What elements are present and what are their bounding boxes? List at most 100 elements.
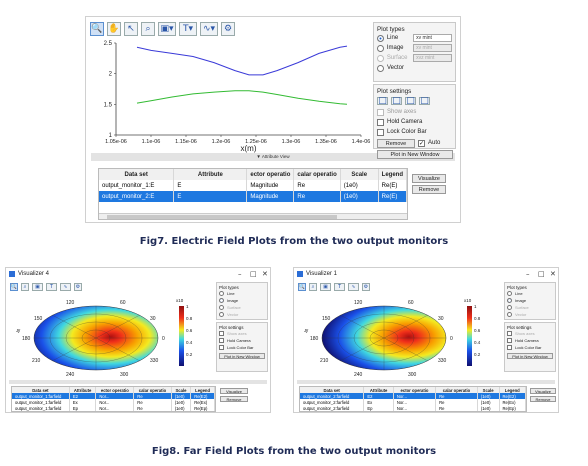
line-dropdown[interactable]: xv mint xyxy=(413,34,452,42)
view-yz-icon[interactable]: □ xyxy=(405,96,416,106)
image-dropdown[interactable]: xv mint xyxy=(413,44,452,52)
line-style-icon[interactable]: ∿▾ xyxy=(200,22,218,36)
col-attribute[interactable]: Attribute xyxy=(173,169,248,180)
settings-icon[interactable]: ⚙ xyxy=(74,283,82,291)
pointer-icon[interactable]: ↖ xyxy=(124,22,138,36)
show-axes-toggle[interactable]: Show axes xyxy=(377,107,452,117)
zoom-icon[interactable]: 🔍 xyxy=(10,283,18,291)
zoom-region-icon[interactable]: ⌕ xyxy=(21,283,29,291)
pan-hand-icon[interactable]: ✋ xyxy=(107,22,121,36)
table-row[interactable]: output_monitor_1:E E Magnitude Re (1e0) … xyxy=(99,180,407,191)
col-legend[interactable]: Legend xyxy=(378,169,407,180)
col-vector-op[interactable]: ector operatio xyxy=(95,387,135,393)
hold-camera-toggle[interactable]: Hold Camera xyxy=(219,337,265,344)
col-attribute[interactable]: Attribute xyxy=(69,387,97,393)
visualize-button[interactable]: Visualize xyxy=(530,388,556,394)
maximize-icon[interactable]: □ xyxy=(538,270,545,278)
view-3d-icon[interactable]: □ xyxy=(419,96,430,106)
settings-icon[interactable]: ⚙ xyxy=(362,283,370,291)
col-attribute[interactable]: Attribute xyxy=(363,387,394,393)
table-row[interactable]: output_monitor_2:farfield E2 Nor... Re (1e0)… xyxy=(300,393,526,399)
camera-icon[interactable]: ▣ xyxy=(320,283,331,291)
close-icon[interactable]: ✕ xyxy=(262,270,268,278)
hold-camera-toggle[interactable]: Hold Camera xyxy=(377,117,452,127)
series-line-1 xyxy=(136,45,348,76)
attribute-view-bar[interactable]: ▼ Attribute View xyxy=(91,153,455,161)
col-scalar-op[interactable]: calar operatio xyxy=(293,169,341,180)
plot-type-surface[interactable]: Surface xyxy=(507,304,553,311)
plot-new-window-button[interactable]: Plot in New Window xyxy=(377,150,453,159)
visualize-button[interactable]: Visualize xyxy=(220,388,248,394)
settings-icon[interactable]: ⚙ xyxy=(221,22,235,36)
remove-dataset-button[interactable]: Remove xyxy=(220,396,248,402)
plot-type-image[interactable]: Image xyxy=(219,297,265,304)
auto-checkbox-icon[interactable]: ✓ xyxy=(418,139,425,147)
plot-type-surface[interactable]: Surface xyxy=(219,304,265,311)
maximize-icon[interactable]: □ xyxy=(250,270,257,278)
plot-type-line[interactable]: Line xyxy=(507,290,553,297)
zoom-region-icon[interactable]: ⌕ xyxy=(309,283,317,291)
col-scale[interactable]: Scale xyxy=(171,387,192,393)
zoom-icon[interactable]: 🔍 xyxy=(298,283,306,291)
col-dataset[interactable]: Data set xyxy=(300,387,365,393)
plot-new-window-button[interactable]: Plot in New Window xyxy=(507,353,553,359)
visualize-button[interactable]: Visualize xyxy=(412,174,446,183)
col-scale[interactable]: Scale xyxy=(477,387,500,393)
plot-type-line[interactable]: Line xyxy=(219,290,265,297)
angle-label: 0 xyxy=(450,336,453,342)
plot-type-vector[interactable]: Vector xyxy=(219,311,265,318)
remove-button[interactable]: Remove xyxy=(377,138,415,148)
view-xy-icon[interactable]: □ xyxy=(377,96,388,106)
cell: Re xyxy=(293,180,341,191)
plot-type-vector[interactable]: Vector xyxy=(377,63,452,73)
remove-dataset-button[interactable]: Remove xyxy=(412,185,446,194)
plot-new-window-button[interactable]: Plot in New Window xyxy=(219,353,265,359)
col-scalar-op[interactable]: calar operatio xyxy=(435,387,478,393)
show-axes-toggle[interactable]: Show axes xyxy=(507,330,553,337)
col-scale[interactable]: Scale xyxy=(340,169,379,180)
line-style-icon[interactable]: ∿ xyxy=(60,283,71,291)
text-icon[interactable]: T▾ xyxy=(179,22,197,36)
cell: output_monitor_1:farfield xyxy=(12,399,70,405)
table-row[interactable]: output_monitor_1:farfield E2 Nor... Re (1e0)… xyxy=(12,393,215,399)
table-row[interactable]: output_monitor_2:farfield Ex Nor... Re (1e0)… xyxy=(300,399,526,405)
table-row[interactable]: output_monitor_2:farfield Ep Nor... Re (1e0)… xyxy=(300,405,526,411)
col-vector-op[interactable]: ector operatio xyxy=(246,169,295,180)
table-row[interactable]: output_monitor_1:farfield Ep Nor... Re (1e0)… xyxy=(12,405,215,411)
col-vector-op[interactable]: ector operatio xyxy=(393,387,437,393)
remove-dataset-button[interactable]: Remove xyxy=(530,396,556,402)
plot-type-image[interactable]: Image xyxy=(507,297,553,304)
plot-type-image[interactable]: Image xv mint xyxy=(377,43,452,53)
attribute-view-bar[interactable] xyxy=(297,380,555,384)
plot-type-surface[interactable]: Surface xvz mint xyxy=(377,53,452,63)
table-row[interactable]: output_monitor_1:farfield Ex Nor... Re (1e0)… xyxy=(12,399,215,405)
col-dataset[interactable]: Data set xyxy=(99,169,175,180)
view-xz-icon[interactable]: □ xyxy=(391,96,402,106)
camera-icon[interactable]: ▣ xyxy=(32,283,43,291)
hold-camera-toggle[interactable]: Hold Camera xyxy=(507,337,553,344)
line-style-icon[interactable]: ∿ xyxy=(348,283,359,291)
lock-colorbar-toggle[interactable]: Lock Color Bar xyxy=(377,127,452,137)
text-icon[interactable]: T xyxy=(334,283,345,291)
col-legend[interactable]: Legend xyxy=(190,387,215,393)
attribute-view-bar[interactable] xyxy=(9,380,267,384)
lock-colorbar-toggle[interactable]: Lock Color Bar xyxy=(219,344,265,351)
close-icon[interactable]: ✕ xyxy=(550,270,556,278)
lock-colorbar-toggle[interactable]: Lock Color Bar xyxy=(507,344,553,351)
minimize-icon[interactable]: – xyxy=(526,270,530,278)
minimize-icon[interactable]: – xyxy=(238,270,242,278)
plot-type-vector[interactable]: Vector xyxy=(507,311,553,318)
col-scalar-op[interactable]: calar operatio xyxy=(133,387,172,393)
table-row[interactable]: output_monitor_2:E E Magnitude Re (1e0) … xyxy=(99,191,407,202)
zoom-region-icon[interactable]: ⌕ xyxy=(141,22,155,36)
show-axes-toggle[interactable]: Show axes xyxy=(219,330,265,337)
col-legend[interactable]: Legend xyxy=(499,387,526,393)
text-icon[interactable]: T xyxy=(46,283,57,291)
zoom-icon[interactable]: 🔍 xyxy=(90,22,104,36)
table-scrollbar[interactable] xyxy=(99,213,407,219)
colorbar-tick: 0.6 xyxy=(186,328,193,333)
surface-dropdown[interactable]: xvz mint xyxy=(413,54,452,62)
camera-icon[interactable]: ▣▾ xyxy=(158,22,176,36)
col-dataset[interactable]: Data set xyxy=(12,387,70,393)
plot-type-line[interactable]: Line xv mint xyxy=(377,33,452,43)
